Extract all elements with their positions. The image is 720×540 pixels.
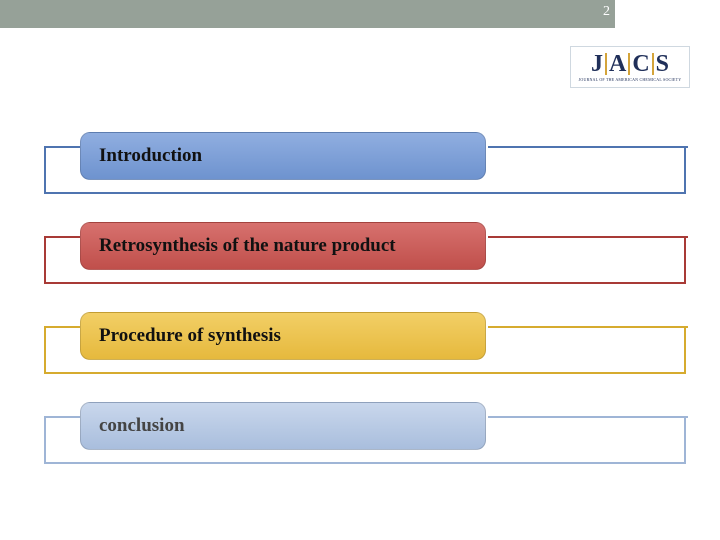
logo-separator — [605, 53, 607, 75]
outline-pill[interactable]: Retrosynthesis of the nature product — [80, 222, 486, 270]
logo-separator — [652, 53, 654, 75]
slide: 2 JACS JOURNAL OF THE AMERICAN CHEMICAL … — [0, 0, 720, 540]
frame-top-left-stub — [46, 236, 82, 238]
outline-pill[interactable]: conclusion — [80, 402, 486, 450]
header-bar — [0, 0, 615, 28]
outline-label: Procedure of synthesis — [99, 325, 281, 347]
outline-row: Retrosynthesis of the nature product — [44, 222, 686, 284]
frame-top-right-stub — [488, 236, 688, 238]
page-number: 2 — [603, 4, 610, 20]
outline-label: Retrosynthesis of the nature product — [99, 235, 396, 257]
jacs-logo: JACS JOURNAL OF THE AMERICAN CHEMICAL SO… — [570, 46, 690, 88]
outline-row: Introduction — [44, 132, 686, 194]
outline-label: conclusion — [99, 415, 185, 437]
frame-top-right-stub — [488, 146, 688, 148]
logo-letter: A — [609, 52, 626, 76]
outline-pill[interactable]: Introduction — [80, 132, 486, 180]
logo-letter: C — [632, 52, 649, 76]
outline-row: Procedure of synthesis — [44, 312, 686, 374]
frame-top-right-stub — [488, 416, 688, 418]
outline-label: Introduction — [99, 145, 202, 167]
outline-row: conclusion — [44, 402, 686, 464]
logo-letter: J — [591, 52, 603, 76]
logo-separator — [628, 53, 630, 75]
frame-top-left-stub — [46, 326, 82, 328]
outline-pill[interactable]: Procedure of synthesis — [80, 312, 486, 360]
frame-top-right-stub — [488, 326, 688, 328]
jacs-logo-subtitle: JOURNAL OF THE AMERICAN CHEMICAL SOCIETY — [579, 77, 682, 82]
frame-top-left-stub — [46, 416, 82, 418]
jacs-logo-letters: JACS — [591, 52, 669, 76]
logo-letter: S — [656, 52, 669, 76]
frame-top-left-stub — [46, 146, 82, 148]
